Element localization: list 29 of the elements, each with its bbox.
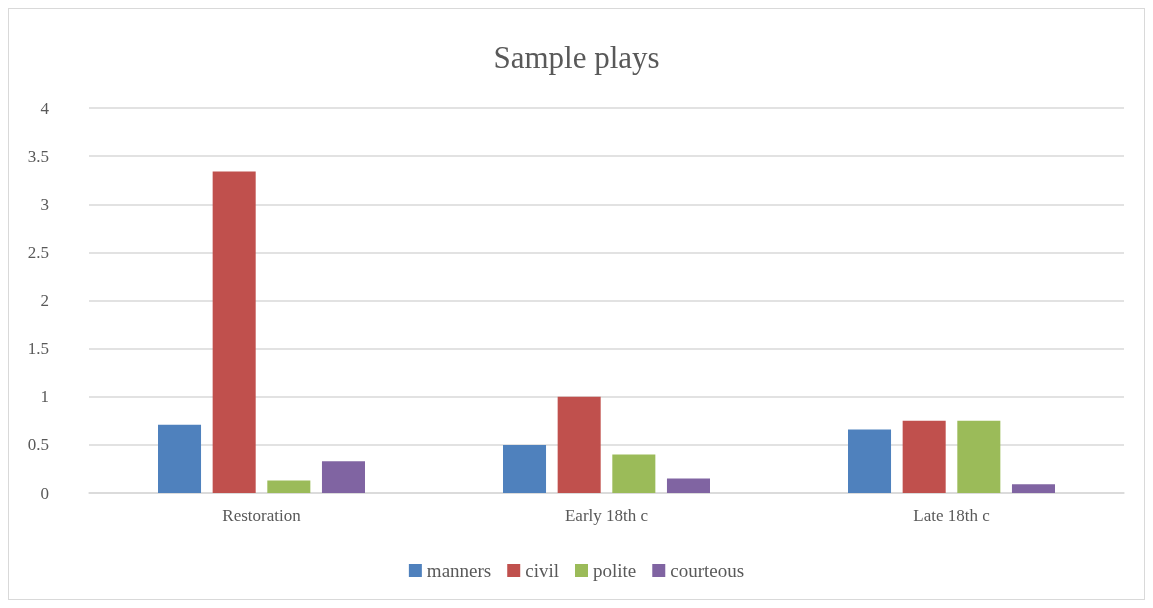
legend-label: courteous bbox=[670, 560, 745, 581]
y-tick-label: 2 bbox=[40, 291, 49, 310]
bar bbox=[503, 444, 547, 493]
bar bbox=[267, 480, 311, 493]
bar bbox=[1011, 484, 1055, 493]
x-tick-label: Restoration bbox=[222, 506, 302, 525]
y-tick-label: 0.5 bbox=[27, 435, 49, 455]
bar bbox=[612, 454, 656, 493]
x-tick-label: Late 18th c bbox=[913, 506, 991, 525]
bar bbox=[321, 461, 365, 493]
y-tick-label: 0 bbox=[40, 483, 49, 503]
chart-title: Sample plays bbox=[493, 40, 660, 75]
bar bbox=[212, 171, 256, 493]
bar bbox=[848, 429, 892, 493]
bar bbox=[158, 424, 202, 493]
y-tick-label: 1 bbox=[40, 387, 49, 407]
y-tick-label: 3.5 bbox=[27, 146, 49, 166]
bar bbox=[666, 478, 710, 493]
legend-label: polite bbox=[593, 560, 637, 581]
y-tick-label: 1.5 bbox=[27, 339, 49, 359]
y-tick-label: 4 bbox=[40, 98, 50, 118]
y-tick-label: 3 bbox=[40, 194, 49, 214]
legend-label: manners bbox=[426, 560, 492, 581]
bar bbox=[902, 420, 946, 493]
bar bbox=[957, 420, 1001, 493]
legend-label: civil bbox=[525, 560, 560, 581]
y-tick-label: 2.5 bbox=[27, 242, 49, 262]
bar bbox=[557, 396, 601, 493]
x-tick-label: Early 18th c bbox=[564, 506, 649, 525]
